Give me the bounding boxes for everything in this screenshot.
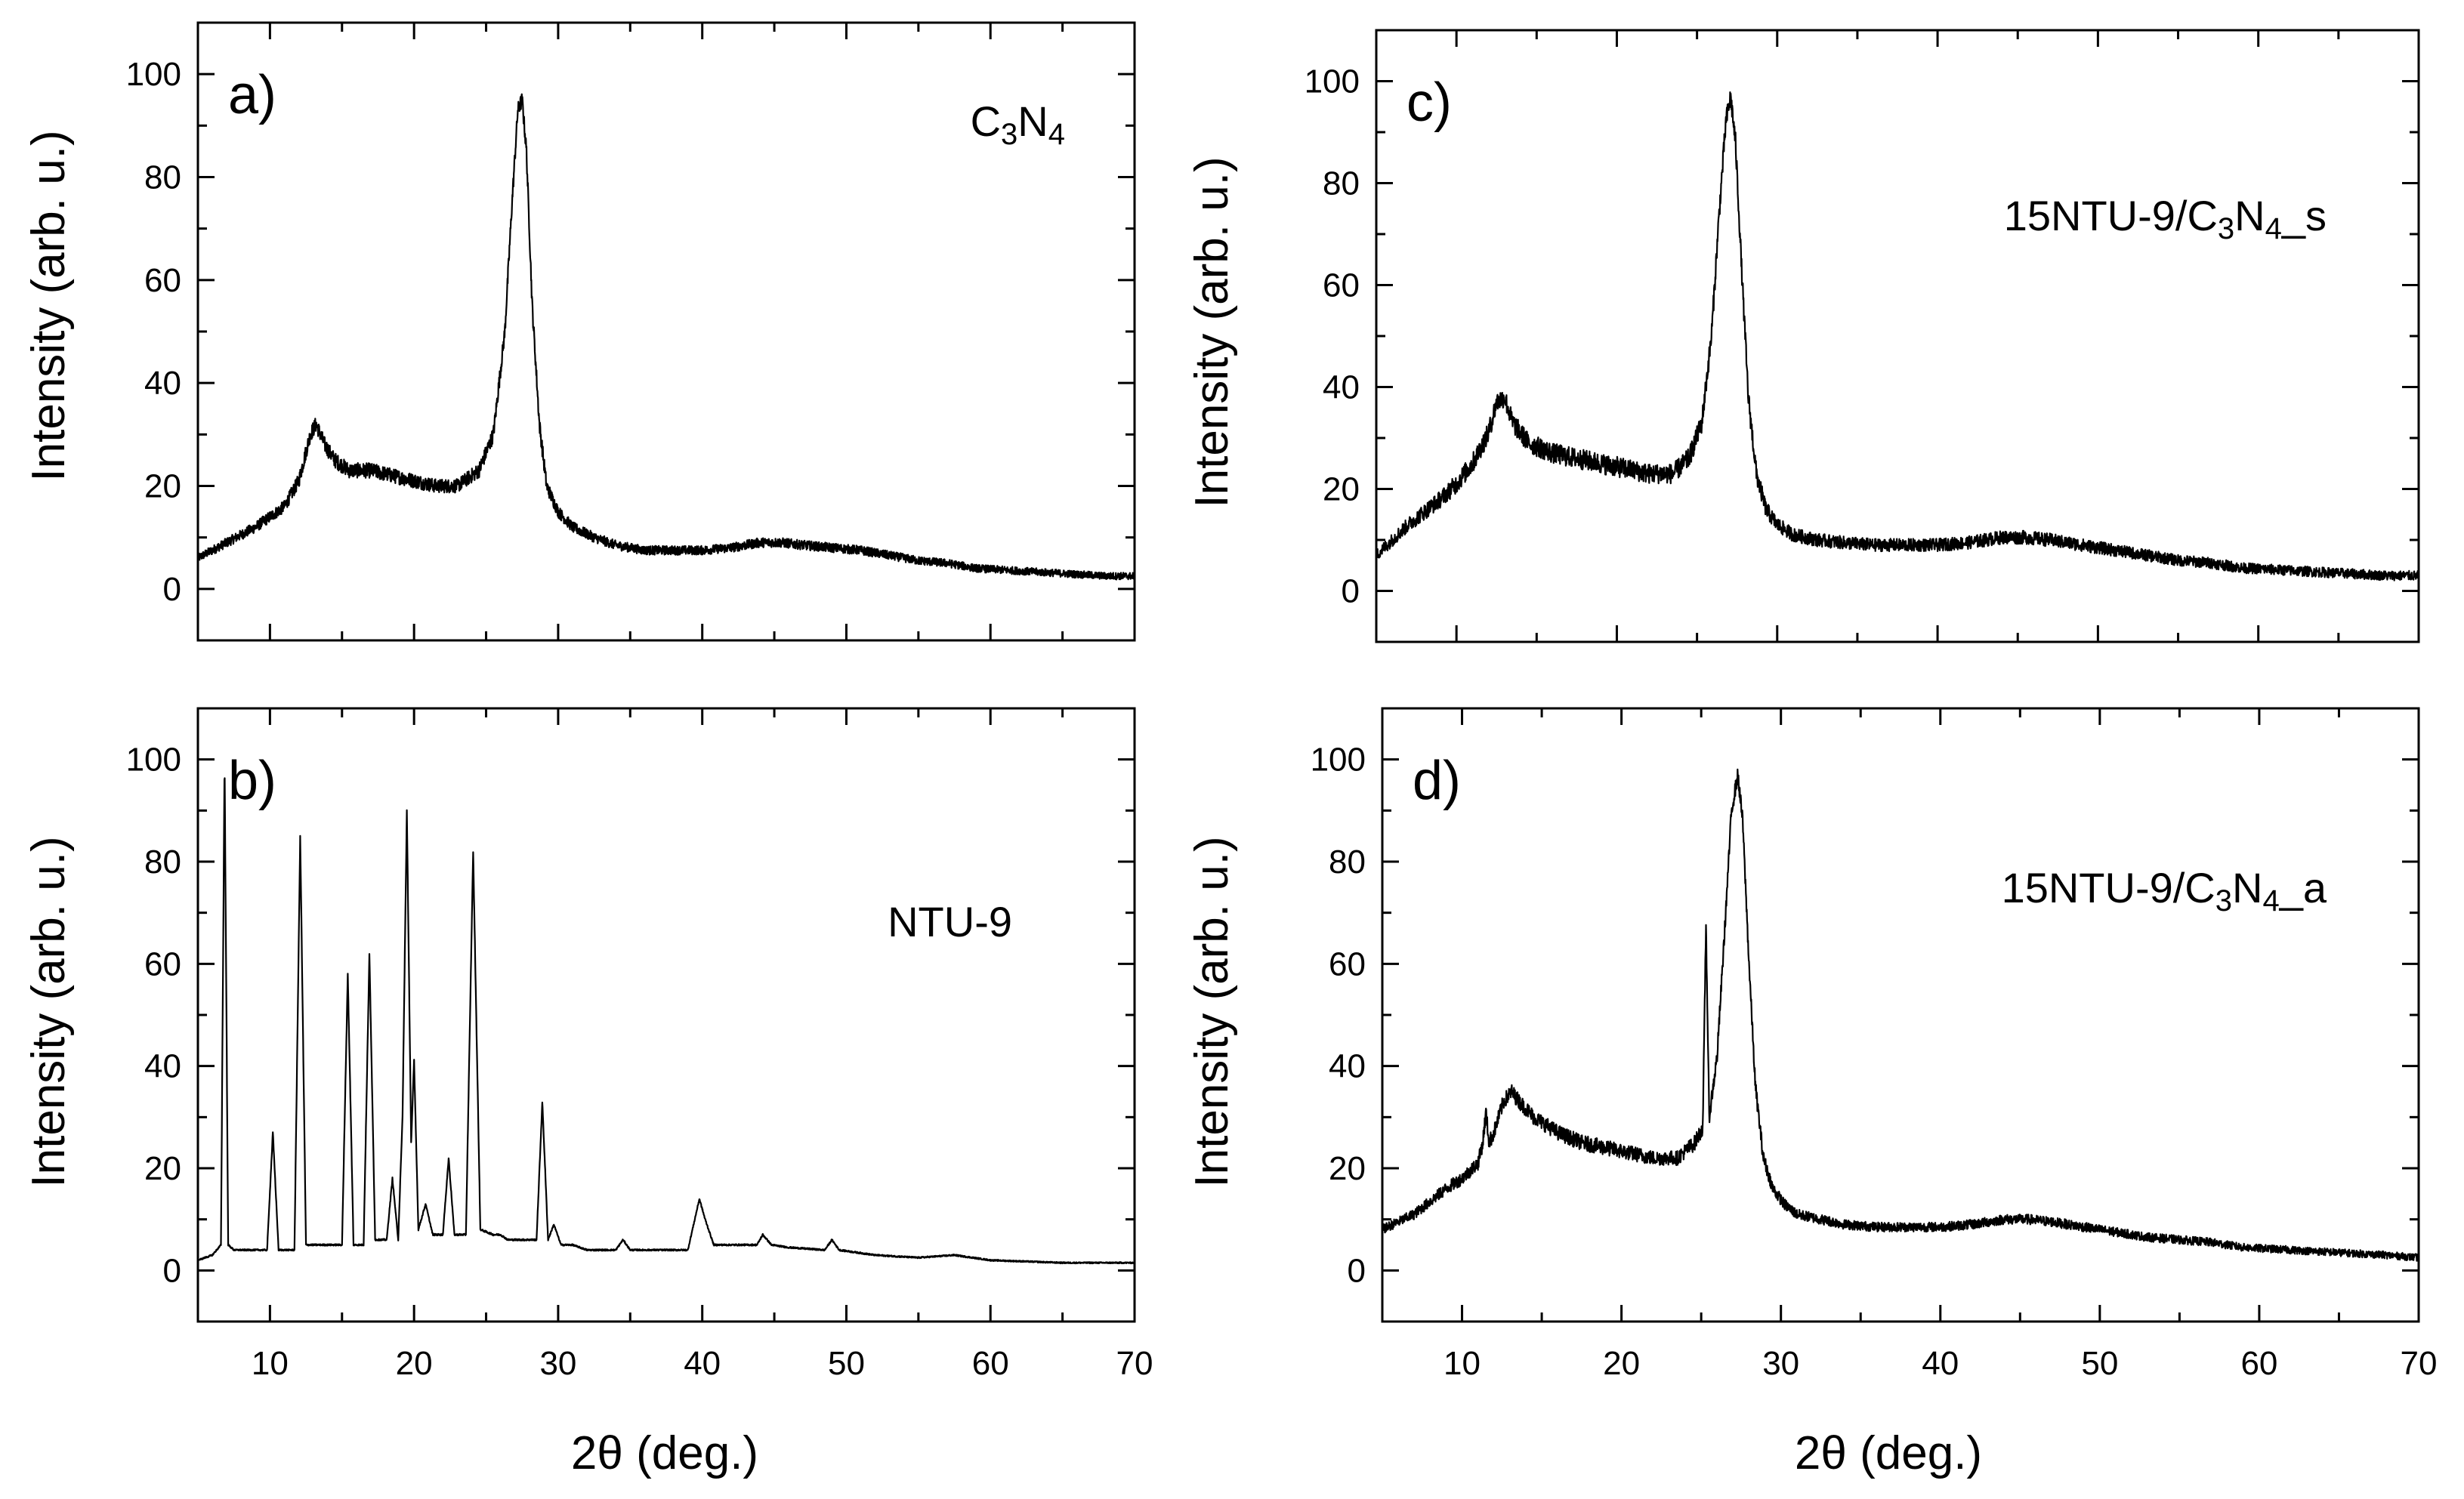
panel-d: 10 20 30 40 50 60 70 0 20 40 60 80 100 d) 15NTU-9/C3N4… — [1311, 707, 2438, 1382]
y-tick-label-c: 60 — [1323, 267, 1360, 304]
y-tick-label-d: 100 — [1311, 742, 1366, 779]
y-tick-label-a: 60 — [144, 262, 181, 299]
x-tick-label-b: 50 — [828, 1345, 865, 1382]
x-axis-label-left: 2θ (deg.) — [571, 1427, 758, 1479]
y-axis-label-d: Intensity (arb. u.) — [1186, 836, 1238, 1187]
x-axis-label-right: 2θ (deg.) — [1795, 1427, 1982, 1479]
y-tick-label-b: 100 — [126, 742, 181, 779]
y-tick-label-c: 40 — [1323, 369, 1360, 406]
y-tick-label-a: 0 — [163, 571, 181, 608]
panel-c: 0 20 40 60 80 100 c) 15NTU-9/C3N4_s — [1305, 29, 2420, 643]
x-tick-label-b: 10 — [252, 1345, 289, 1382]
sample-label-a: C3N4 — [971, 97, 1065, 151]
y-tick-label-b: 0 — [163, 1252, 181, 1289]
series-line-d — [1381, 768, 2420, 1262]
y-tick-label-b: 40 — [144, 1048, 181, 1085]
x-tick-label-d: 20 — [1603, 1345, 1640, 1382]
series-line-a — [196, 93, 1136, 581]
x-tick-label-d: 40 — [1922, 1345, 1959, 1382]
series-line-c — [1375, 91, 2420, 581]
y-tick-label-a: 100 — [126, 56, 181, 93]
y-tick-label-d: 40 — [1329, 1048, 1366, 1085]
panel-b: 10 20 30 40 50 60 70 0 20 40 60 80 100 b) NTU-9 — [126, 707, 1153, 1382]
panel-letter-b: b) — [228, 751, 276, 811]
x-tick-label-d: 60 — [2240, 1345, 2277, 1382]
panel-letter-d: d) — [1413, 751, 1461, 811]
panel-letter-a: a) — [228, 65, 276, 125]
sample-label-d: 15NTU-9/C3N4_a — [2002, 864, 2327, 918]
y-tick-label-b: 60 — [144, 945, 181, 982]
y-tick-label-d: 0 — [1348, 1252, 1366, 1289]
x-tick-label-b: 40 — [684, 1345, 721, 1382]
y-axis-label-c: Intensity (arb. u.) — [1186, 156, 1238, 507]
y-tick-label-a: 80 — [144, 159, 181, 196]
x-tick-label-d: 30 — [1762, 1345, 1799, 1382]
x-tick-label-b: 70 — [1116, 1345, 1153, 1382]
x-tick-label-b: 30 — [539, 1345, 576, 1382]
y-tick-label-c: 80 — [1323, 165, 1360, 202]
x-tick-label-d: 10 — [1444, 1345, 1481, 1382]
sample-label-b: NTU-9 — [888, 898, 1012, 945]
panel-a: 0 20 40 60 80 100 a) C3N4 — [126, 21, 1136, 642]
y-tick-label-b: 80 — [144, 844, 181, 881]
y-tick-label-c: 20 — [1323, 471, 1360, 508]
y-axis-label-a: Intensity (arb. u.) — [23, 130, 75, 481]
x-tick-label-b: 60 — [972, 1345, 1009, 1382]
y-tick-label-c: 100 — [1305, 63, 1360, 100]
y-axis-label-b: Intensity (arb. u.) — [23, 836, 75, 1187]
x-tick-label-b: 20 — [396, 1345, 433, 1382]
x-tick-label-d: 50 — [2081, 1345, 2118, 1382]
y-tick-label-d: 20 — [1329, 1150, 1366, 1187]
y-tick-label-d: 80 — [1329, 844, 1366, 881]
y-tick-label-c: 0 — [1342, 573, 1360, 610]
panel-letter-c: c) — [1406, 72, 1452, 133]
y-tick-label-b: 20 — [144, 1150, 181, 1187]
x-tick-label-d: 70 — [2401, 1345, 2438, 1382]
y-tick-label-a: 40 — [144, 365, 181, 402]
y-tick-label-a: 20 — [144, 468, 181, 505]
series-line-b — [197, 777, 1136, 1265]
y-tick-label-d: 60 — [1329, 945, 1366, 982]
sample-label-c: 15NTU-9/C3N4_s — [2004, 192, 2327, 245]
